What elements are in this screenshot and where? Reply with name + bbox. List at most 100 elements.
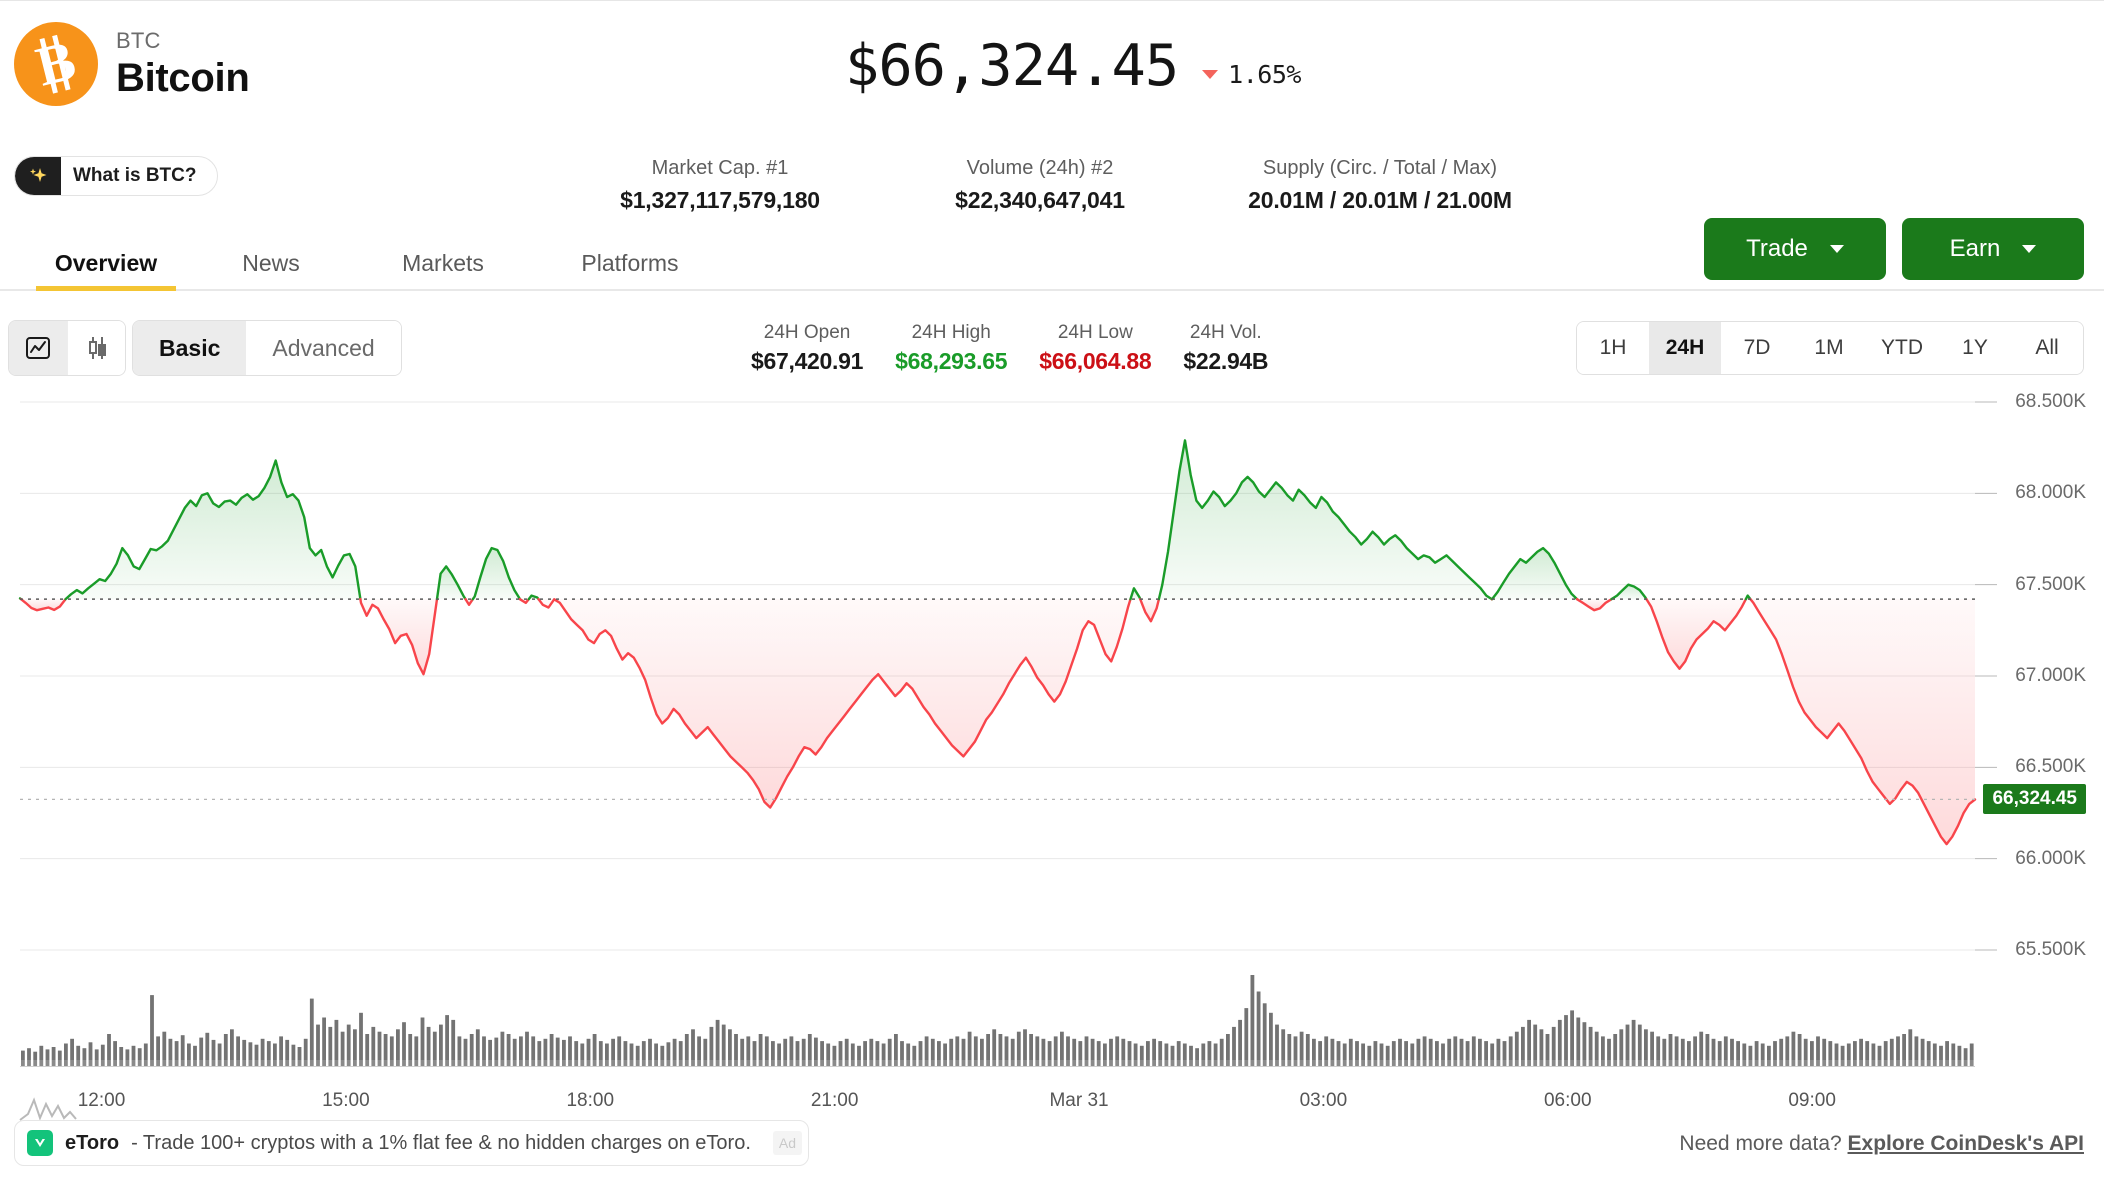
range-label: 1H: [1599, 336, 1627, 359]
ohlc-value: $66,064.88: [1039, 347, 1152, 374]
y-axis-tick-label: 66.000K: [2015, 847, 2086, 869]
mode-basic-button[interactable]: Basic: [133, 321, 247, 375]
range-1h[interactable]: 1H: [1577, 322, 1649, 374]
y-axis-tick-label: 68.000K: [2015, 482, 2086, 504]
etoro-ad-banner[interactable]: eToro - Trade 100+ cryptos with a 1% fla…: [14, 1120, 810, 1166]
stat-label: Volume (24h) #2: [966, 157, 1114, 179]
x-axis-tick-label: 18:00: [566, 1090, 615, 1111]
ohlc-value: $22.94B: [1183, 347, 1269, 374]
coin-identity: B BTC Bitcoin: [14, 22, 250, 106]
x-axis-tick-label: 03:00: [1299, 1090, 1348, 1111]
range-ytd[interactable]: YTD: [1865, 322, 1939, 374]
ohlc-stats: 24H Open $67,420.91 24H High $68,293.65 …: [735, 320, 1284, 375]
x-axis-tick-label: 12:00: [77, 1090, 126, 1111]
range-1y[interactable]: 1Y: [1939, 322, 2011, 374]
tab-label: Overview: [54, 249, 158, 276]
stat-label: Supply (Circ. / Total / Max): [1262, 157, 1498, 179]
ohlc-volume: 24H Vol. $22.94B: [1167, 320, 1284, 375]
mode-advanced-button[interactable]: Advanced: [246, 321, 401, 375]
what-is-btc-label: What is BTC?: [73, 165, 197, 186]
y-axis-tick-label: 65.500K: [2015, 939, 2086, 960]
coin-name-block: BTC Bitcoin: [116, 27, 250, 101]
candlestick-chart-icon[interactable]: [67, 321, 125, 375]
sparkle-icon: [15, 157, 61, 195]
more-data-text: Need more data?: [1679, 1132, 1842, 1155]
coin-symbol: BTC: [116, 28, 161, 54]
trade-button[interactable]: Trade: [1704, 218, 1886, 280]
page-footer: eToro - Trade 100+ cryptos with a 1% fla…: [0, 1097, 2104, 1180]
ohlc-label: 24H Open: [763, 322, 851, 343]
etoro-ad-text: - Trade 100+ cryptos with a 1% flat fee …: [131, 1131, 751, 1154]
chart-toolbar: Basic Advanced 24H Open $67,420.91 24H H…: [0, 318, 2104, 380]
tab-label: News: [242, 249, 300, 276]
range-label: 1Y: [1962, 336, 1988, 359]
stat-value: 20.01M / 20.01M / 21.00M: [1248, 187, 1512, 213]
range-label: 7D: [1743, 336, 1771, 359]
ohlc-label: 24H Vol.: [1189, 322, 1262, 343]
price-chart-canvas[interactable]: [0, 390, 2104, 1110]
current-price-badge: 66,324.45: [1983, 784, 2086, 815]
price-change: 1.65%: [1202, 60, 1301, 89]
section-tabs: Overview News Markets Platforms: [0, 235, 2104, 291]
range-label: All: [2035, 336, 2059, 359]
ohlc-label: 24H Low: [1057, 322, 1133, 343]
tab-label: Markets: [402, 249, 484, 276]
tab-label: Platforms: [581, 249, 679, 276]
range-24h[interactable]: 24H: [1649, 322, 1721, 374]
ohlc-value: $68,293.65: [895, 347, 1008, 374]
x-axis-tick-label: Mar 31: [1049, 1090, 1109, 1111]
stat-market-cap: Market Cap. #1 $1,327,117,579,180: [560, 153, 880, 214]
market-stats: Market Cap. #1 $1,327,117,579,180 Volume…: [560, 153, 1560, 214]
x-axis-labels: 12:00 15:00 18:00 21:00 Mar 31 03:00 06:00 09:0…: [0, 1090, 1980, 1120]
x-axis-tick-label: 09:00: [1788, 1090, 1836, 1111]
tab-news[interactable]: News: [225, 235, 317, 291]
chart-mode-switch: Basic Advanced: [132, 320, 402, 376]
tabs-divider: [0, 289, 2104, 291]
etoro-brand-label: eToro: [65, 1131, 120, 1154]
what-is-btc-button[interactable]: What is BTC?: [14, 156, 218, 196]
tab-active-indicator: [36, 286, 176, 291]
chart-type-switch: [8, 320, 126, 376]
stat-volume: Volume (24h) #2 $22,340,647,041: [880, 153, 1200, 214]
range-all[interactable]: All: [2011, 322, 2083, 374]
line-chart-icon[interactable]: [9, 321, 67, 375]
coindesk-api-link[interactable]: Explore CoinDesk's API: [1847, 1132, 2084, 1155]
range-1m[interactable]: 1M: [1793, 322, 1865, 374]
etoro-logo-icon: [27, 1130, 53, 1156]
bitcoin-icon: B: [14, 22, 98, 106]
x-axis-tick-label: 21:00: [810, 1090, 859, 1111]
range-label: YTD: [1881, 336, 1923, 359]
triangle-down-icon: [1202, 70, 1219, 79]
y-axis-labels: 68.500K 68.000K 67.500K 67.000K 66.500K 66.00…: [1966, 390, 2096, 1110]
y-axis-tick-label: 66.500K: [2015, 756, 2086, 778]
range-label: 24H: [1665, 336, 1705, 359]
top-divider: [0, 0, 2104, 1]
ad-tag-label: Ad: [772, 1131, 803, 1155]
coin-name: Bitcoin: [116, 55, 250, 100]
mode-basic-label: Basic: [159, 334, 221, 361]
ohlc-value: $67,420.91: [751, 347, 864, 374]
y-axis-tick-label: 67.000K: [2015, 665, 2086, 686]
ohlc-high: 24H High $68,293.65: [879, 320, 1023, 375]
ohlc-label: 24H High: [911, 322, 991, 343]
earn-button[interactable]: Earn: [1902, 218, 2084, 280]
chevron-down-icon: [1829, 245, 1844, 253]
stat-value: $1,327,117,579,180: [620, 187, 820, 213]
range-label: 1M: [1814, 336, 1844, 359]
tab-platforms[interactable]: Platforms: [565, 235, 695, 291]
coin-header: B BTC Bitcoin What is BTC? $6: [0, 8, 2104, 214]
range-7d[interactable]: 7D: [1721, 322, 1793, 374]
y-axis-tick-label: 67.500K: [2015, 573, 2086, 595]
cta-group: Trade Earn: [1704, 218, 2084, 280]
ohlc-low: 24H Low $66,064.88: [1023, 320, 1167, 375]
x-axis-tick-label: 06:00: [1543, 1090, 1592, 1111]
tab-markets[interactable]: Markets: [383, 235, 503, 291]
stat-label: Market Cap. #1: [651, 157, 789, 179]
price-chart[interactable]: 68.500K 68.000K 67.500K 67.000K 66.500K 66.00…: [0, 390, 2104, 1111]
chevron-down-icon: [2022, 245, 2037, 253]
trade-button-label: Trade: [1746, 235, 1808, 262]
stat-value: $22,340,647,041: [955, 187, 1125, 213]
earn-button-label: Earn: [1949, 235, 2001, 262]
tab-overview[interactable]: Overview: [36, 235, 176, 291]
